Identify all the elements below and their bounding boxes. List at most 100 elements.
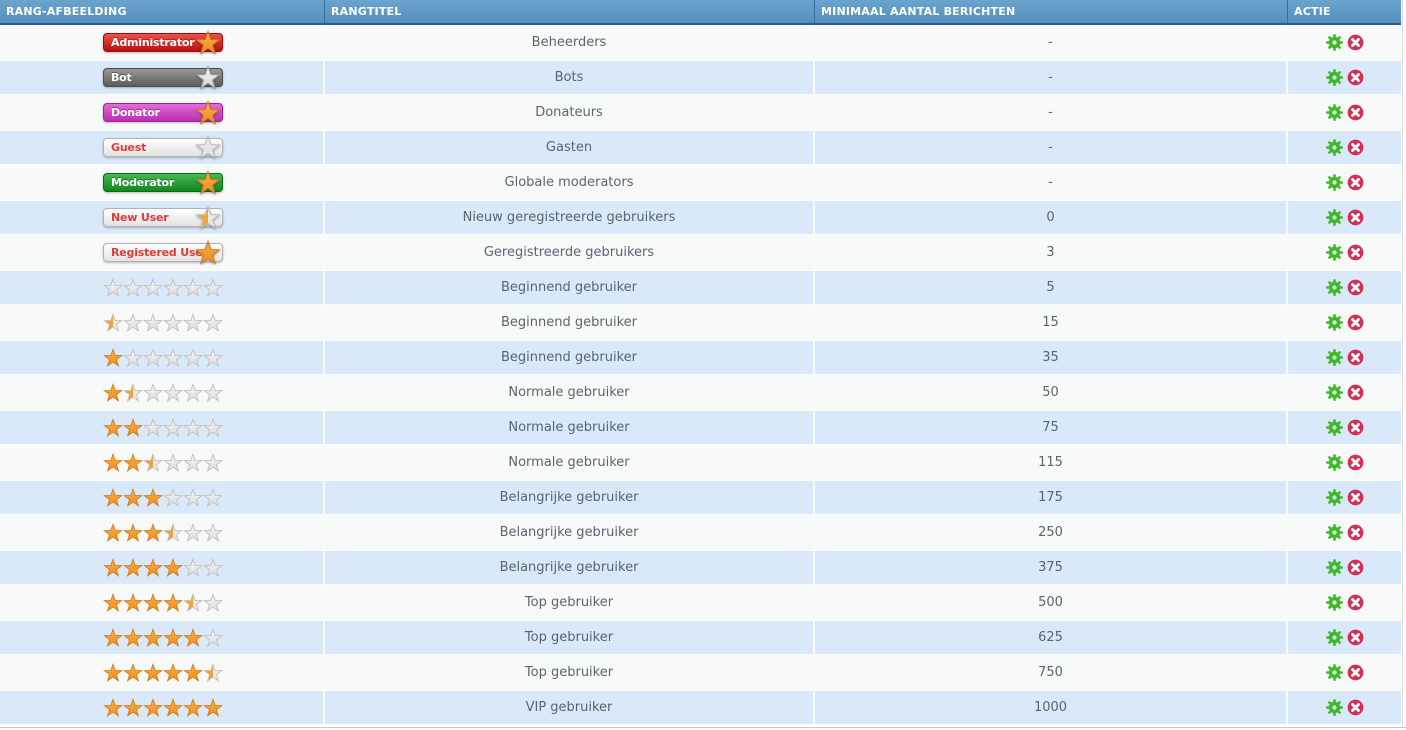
empty-star-icon	[183, 523, 203, 541]
min-posts-value: 750	[815, 655, 1288, 690]
delete-rank-button[interactable]	[1346, 314, 1364, 331]
edit-rank-button[interactable]	[1325, 279, 1343, 296]
delete-rank-button[interactable]	[1346, 139, 1364, 156]
gear-icon	[1325, 629, 1343, 646]
delete-rank-button[interactable]	[1346, 489, 1364, 506]
edit-rank-button[interactable]	[1325, 664, 1343, 681]
edit-rank-button[interactable]	[1325, 174, 1343, 191]
delete-rank-button[interactable]	[1346, 69, 1364, 86]
delete-icon	[1346, 209, 1364, 226]
rank-title: Donateurs	[325, 95, 815, 130]
edit-rank-button[interactable]	[1325, 209, 1343, 226]
empty-star-icon	[183, 418, 203, 436]
edit-rank-button[interactable]	[1325, 524, 1343, 541]
edit-rank-button[interactable]	[1325, 349, 1343, 366]
min-posts-value: 625	[815, 620, 1288, 655]
half-star-icon	[183, 593, 203, 611]
edit-rank-button[interactable]	[1325, 419, 1343, 436]
table-row: Donator Donateurs -	[0, 95, 1401, 130]
min-posts-value: 5	[815, 270, 1288, 305]
delete-rank-button[interactable]	[1346, 349, 1364, 366]
rank-image-cell	[0, 620, 325, 655]
edit-rank-button[interactable]	[1325, 699, 1343, 716]
orange-star-icon	[163, 593, 183, 611]
empty-star-icon	[123, 313, 143, 331]
table-row: Beginnend gebruiker 5	[0, 270, 1401, 305]
gear-icon	[1325, 69, 1343, 86]
delete-rank-button[interactable]	[1346, 34, 1364, 51]
delete-rank-button[interactable]	[1346, 174, 1364, 191]
rank-image-cell: Donator	[0, 95, 325, 130]
empty-star-icon	[143, 278, 163, 296]
rank-badge: Registered User	[103, 240, 223, 264]
delete-rank-button[interactable]	[1346, 629, 1364, 646]
rank-image-cell: Registered User	[0, 235, 325, 270]
edit-rank-button[interactable]	[1325, 454, 1343, 471]
empty-star-icon	[143, 313, 163, 331]
delete-rank-button[interactable]	[1346, 384, 1364, 401]
rank-image-cell	[0, 375, 325, 410]
rank-badge-label: Registered User	[111, 246, 208, 259]
gear-icon	[1325, 454, 1343, 471]
gear-icon	[1325, 559, 1343, 576]
delete-rank-button[interactable]	[1346, 454, 1364, 471]
rank-badge: Bot	[103, 65, 223, 89]
delete-rank-button[interactable]	[1346, 559, 1364, 576]
orange-star-icon	[163, 698, 183, 716]
delete-rank-button[interactable]	[1346, 279, 1364, 296]
edit-rank-button[interactable]	[1325, 384, 1343, 401]
edit-rank-button[interactable]	[1325, 594, 1343, 611]
empty-star-icon	[143, 383, 163, 401]
rank-title: Geregistreerde gebruikers	[325, 235, 815, 270]
delete-rank-button[interactable]	[1346, 104, 1364, 121]
orange-star-icon	[123, 418, 143, 436]
orange-star-icon	[143, 488, 163, 506]
orange-star-icon	[123, 593, 143, 611]
edit-rank-button[interactable]	[1325, 559, 1343, 576]
min-posts-value: 3	[815, 235, 1288, 270]
orange-star-icon	[143, 558, 163, 576]
orange-star-icon	[143, 663, 163, 681]
rank-stars	[103, 523, 223, 543]
action-cell	[1288, 130, 1401, 165]
edit-rank-button[interactable]	[1325, 629, 1343, 646]
rank-badge-label: New User	[111, 211, 169, 224]
empty-star-icon	[183, 453, 203, 471]
delete-rank-button[interactable]	[1346, 594, 1364, 611]
badge-silver-star-icon	[196, 65, 220, 89]
delete-rank-button[interactable]	[1346, 209, 1364, 226]
rank-stars	[103, 418, 223, 438]
orange-star-icon	[103, 593, 123, 611]
edit-rank-button[interactable]	[1325, 104, 1343, 121]
rank-stars	[103, 663, 223, 683]
rank-title: Globale moderators	[325, 165, 815, 200]
delete-icon	[1346, 594, 1364, 611]
badge-orange-star-icon	[196, 240, 220, 264]
delete-icon	[1346, 34, 1364, 51]
action-cell	[1288, 515, 1401, 550]
edit-rank-button[interactable]	[1325, 489, 1343, 506]
delete-icon	[1346, 384, 1364, 401]
orange-star-icon	[103, 628, 123, 646]
edit-rank-button[interactable]	[1325, 34, 1343, 51]
column-header-action: ACTIE	[1294, 5, 1331, 18]
delete-rank-button[interactable]	[1346, 244, 1364, 261]
delete-rank-button[interactable]	[1346, 699, 1364, 716]
gear-icon	[1325, 244, 1343, 261]
orange-star-icon	[123, 523, 143, 541]
empty-star-icon	[203, 558, 223, 576]
edit-rank-button[interactable]	[1325, 314, 1343, 331]
edit-rank-button[interactable]	[1325, 139, 1343, 156]
orange-star-icon	[163, 663, 183, 681]
delete-rank-button[interactable]	[1346, 524, 1364, 541]
edit-rank-button[interactable]	[1325, 244, 1343, 261]
empty-star-icon	[203, 488, 223, 506]
delete-rank-button[interactable]	[1346, 419, 1364, 436]
empty-star-icon	[203, 418, 223, 436]
edit-rank-button[interactable]	[1325, 69, 1343, 86]
min-posts-value: 175	[815, 480, 1288, 515]
delete-rank-button[interactable]	[1346, 664, 1364, 681]
empty-star-icon	[143, 418, 163, 436]
min-posts-value: 50	[815, 375, 1288, 410]
